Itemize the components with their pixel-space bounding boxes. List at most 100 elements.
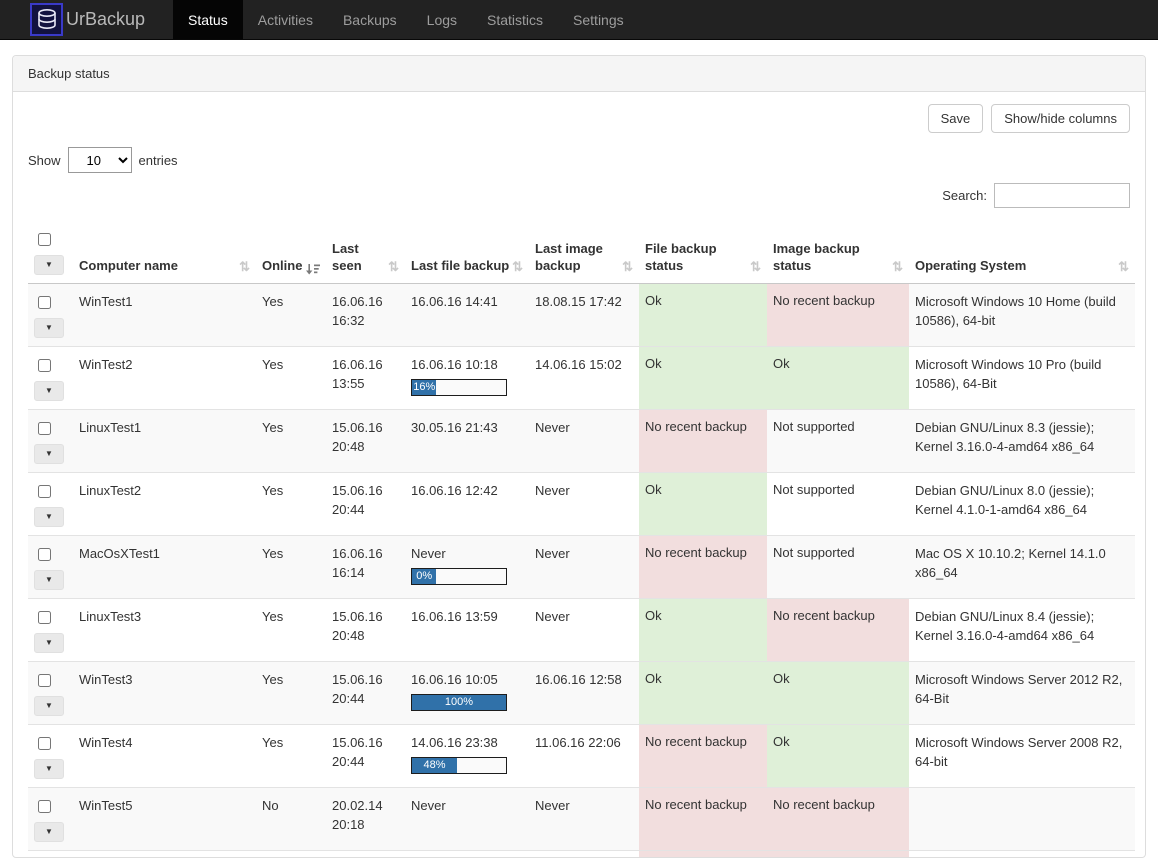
nav-item-settings[interactable]: Settings [573,12,624,28]
sort-both-icon: ⇅ [388,259,399,274]
image-backup-status-cell: No recent backup [767,598,909,662]
row-checkbox[interactable] [38,422,51,435]
last-image-backup-cell: Never [529,598,639,662]
image-backup-status-cell: Not supported [767,472,909,536]
column-label: Last image backup [535,241,603,274]
file-backup-status-cell: Ok [639,472,767,536]
row-checkbox[interactable] [38,737,51,750]
brand: UrBackup [0,0,155,39]
nav-item-activities[interactable]: Activities [257,12,313,28]
show-hide-columns-button[interactable]: Show/hide columns [991,104,1130,133]
row-menu-button[interactable]: ▼ [34,507,64,527]
search-input[interactable] [994,183,1130,208]
row-select-cell: ▼ [28,661,73,725]
select-all-header[interactable]: ▼ [28,222,73,284]
navbar: UrBackup Status Activities Backups Logs Stat… [0,0,1158,40]
progress-fill: 100% [412,694,506,710]
table-row[interactable]: ▼ WinTest3 Yes 15.06.16 20:44 16.06.16 10:05… [28,661,1135,725]
entries-select[interactable]: 10 [67,147,132,173]
file-backup-status-cell: Ok [639,346,767,410]
table-row[interactable]: ▼ MacOsXTest1 Yes 16.06.16 16:14 Never 0% Neve… [28,535,1135,599]
last-image-backup-cell: Never [529,787,639,851]
row-menu-button[interactable]: ▼ [34,444,64,464]
column-label: Image backup status [773,241,860,274]
row-checkbox[interactable] [38,800,51,813]
online-cell: Yes [256,661,326,725]
table-row[interactable]: ▼ LinuxTest1 Yes 15.06.16 20:48 30.05.16 21:… [28,409,1135,473]
image-backup-status-cell: Ok [767,346,909,410]
save-button[interactable]: Save [927,104,984,133]
row-select-cell: ▼ [28,535,73,599]
row-menu-button[interactable]: ▼ [34,822,64,842]
nav-item-statistics[interactable]: Statistics [487,12,544,28]
column-header-image_status[interactable]: Image backup status ⇅ [767,222,909,284]
progress-fill: 48% [412,757,458,773]
table-row[interactable]: ▼ WinTest2 Yes 16.06.16 13:55 16.06.16 10:18… [28,346,1135,410]
nav-item-logs[interactable]: Logs [426,12,458,28]
row-checkbox[interactable] [38,548,51,561]
operating-system-cell: Microsoft Windows 10 Home (build 10586),… [909,283,1135,347]
table-row[interactable]: ▼ LinuxTest3 Yes 15.06.16 20:48 16.06.16 13:… [28,598,1135,662]
row-menu-button[interactable]: ▼ [34,318,64,338]
urbackup-logo-icon [30,3,63,36]
select-all-checkbox[interactable] [38,233,51,246]
column-label: Last file backup [411,258,510,274]
operating-system-cell: Microsoft Windows Server 2012 R2, 64-Bit [909,661,1135,725]
last-file-backup-date: 16.06.16 10:18 [411,357,498,372]
table-row[interactable]: ▼ WinTest5 No 20.02.14 20:18 Never Never No re… [28,787,1135,851]
partial-cell [639,850,767,857]
row-checkbox[interactable] [38,359,51,372]
sort-desc-icon [306,264,320,275]
column-header-last_image[interactable]: Last image backup ⇅ [529,222,639,284]
row-menu-button[interactable]: ▼ [34,381,64,401]
table-body: ▼ WinTest1 Yes 16.06.16 16:32 16.06.16 14:41… [28,283,1135,857]
table-row[interactable]: ▼ WinTest4 Yes 15.06.16 20:44 14.06.16 23:38… [28,724,1135,788]
table-row[interactable]: ▼ WinTest1 Yes 16.06.16 16:32 16.06.16 14:41… [28,283,1135,347]
computer-name-cell: WinTest3 [73,661,256,725]
toolbar: Save Show/hide columns [28,104,1130,133]
header-menu-button[interactable]: ▼ [34,255,64,275]
last-image-backup-cell: 11.06.16 22:06 [529,724,639,788]
file-backup-progress-bar: 100% [411,693,507,711]
column-header-file_status[interactable]: File backup status ⇅ [639,222,767,284]
row-checkbox[interactable] [38,296,51,309]
row-checkbox[interactable] [38,674,51,687]
row-menu-button[interactable]: ▼ [34,759,64,779]
search-control: Search: [28,183,1130,208]
column-label: Computer name [79,258,178,274]
last-file-backup-cell: 14.06.16 23:38 48% [405,724,529,788]
panel-title: Backup status [13,56,1145,92]
nav-item-backups[interactable]: Backups [342,12,397,28]
online-cell: Yes [256,283,326,347]
sort-both-icon: ⇅ [239,259,250,274]
partial-cell [326,851,405,857]
file-backup-status-cell: No recent backup [639,724,767,788]
last-image-backup-cell: 16.06.16 12:58 [529,661,639,725]
row-menu-button[interactable]: ▼ [34,633,64,653]
row-checkbox[interactable] [38,611,51,624]
file-backup-status-cell: Ok [639,661,767,725]
row-menu-button[interactable]: ▼ [34,570,64,590]
table-row[interactable]: ▼ LinuxTest2 Yes 15.06.16 20:44 16.06.16 12:… [28,472,1135,536]
nav-item-status[interactable]: Status [173,0,243,39]
operating-system-cell: Microsoft Windows 10 Pro (build 10586), … [909,346,1135,410]
file-backup-progress-bar: 48% [411,756,507,774]
last-seen-cell: 16.06.16 16:14 [326,535,405,599]
column-header-os[interactable]: Operating System ⇅ [909,222,1135,284]
sort-both-icon: ⇅ [622,259,633,274]
operating-system-cell: Debian GNU/Linux 8.0 (jessie); Kernel 4.… [909,472,1135,536]
column-header-last_seen[interactable]: Last seen ⇅ [326,222,405,284]
operating-system-cell: Mac OS X 10.10.2; Kernel 14.1.0 x86_64 [909,535,1135,599]
row-menu-button[interactable]: ▼ [34,696,64,716]
column-label: File backup status [645,241,717,274]
online-cell: Yes [256,472,326,536]
column-label: Online [262,258,303,274]
column-header-last_file[interactable]: Last file backup ⇅ [405,222,529,284]
last-file-backup-cell: 16.06.16 13:59 [405,598,529,662]
column-header-online[interactable]: Online [256,222,326,284]
row-select-cell: ▼ [28,283,73,347]
row-checkbox[interactable] [38,485,51,498]
last-file-backup-date: 16.06.16 13:59 [411,609,498,624]
sort-both-icon: ⇅ [512,259,523,274]
column-header-name[interactable]: Computer name ⇅ [73,222,256,284]
